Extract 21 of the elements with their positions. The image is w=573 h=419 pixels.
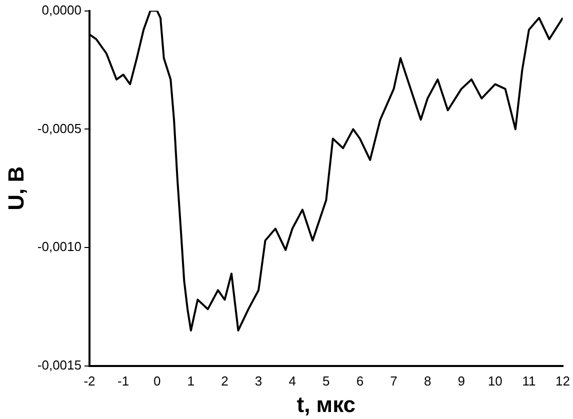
x-axis-title: t, мкс: [296, 392, 356, 417]
x-tick-label: 10: [488, 373, 502, 388]
y-tick-label: -0,0005: [37, 120, 82, 136]
x-tick-label: 0: [153, 373, 161, 388]
x-tick-label: 12: [556, 373, 570, 388]
x-tick-label: 9: [458, 373, 465, 388]
y-axis-title: U, В: [3, 166, 28, 210]
x-tick-label: -1: [118, 373, 130, 388]
x-tick-label: 11: [522, 373, 536, 388]
x-tick-label: 2: [221, 373, 228, 388]
x-tick-label: -2: [84, 373, 96, 388]
x-tick-label: 6: [356, 373, 364, 388]
x-tick-label: 5: [322, 373, 330, 388]
x-tick-label: 3: [254, 373, 262, 388]
y-tick-label: 0,0000: [42, 2, 82, 18]
x-tick-label: 7: [390, 373, 398, 388]
x-tick-label: 1: [187, 373, 195, 388]
x-tick-label: 4: [288, 373, 296, 388]
x-tick-label: 8: [424, 373, 432, 388]
y-tick-label: -0,0010: [37, 239, 82, 254]
y-tick-label: -0,0015: [37, 358, 82, 373]
